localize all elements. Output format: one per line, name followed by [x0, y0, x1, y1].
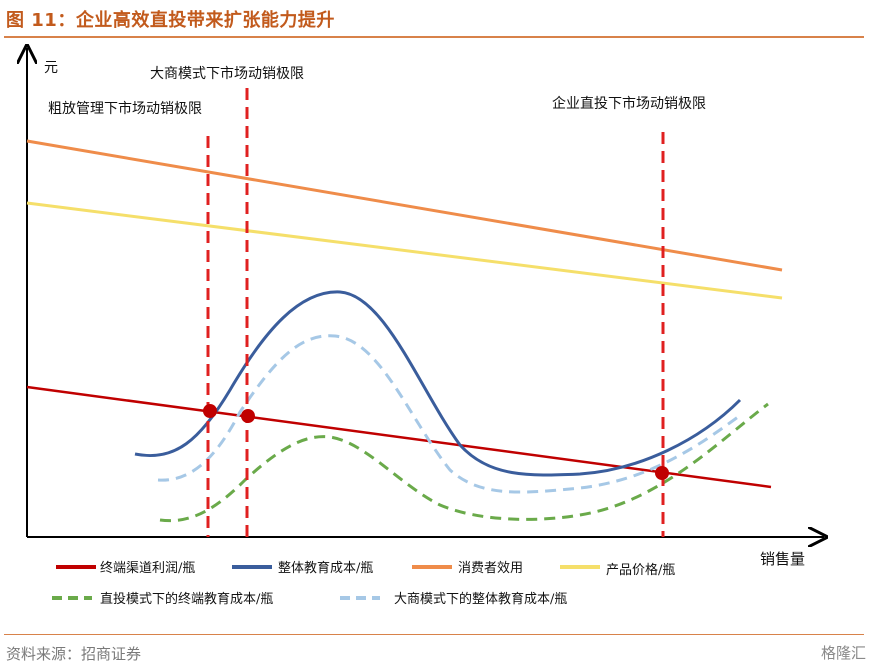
title-divider: [4, 36, 864, 38]
source-note: 资料来源：招商证券: [6, 645, 142, 663]
direct-education-cost-curve: [159, 402, 769, 523]
coarse-intersection-point: [203, 404, 217, 418]
product-price-line: [26, 201, 783, 300]
x-axis-label: 销售量: [760, 550, 805, 568]
consumer-utility-line: [26, 139, 783, 272]
terminal-profit-line: [26, 385, 772, 489]
y-axis-label: 元: [44, 60, 58, 76]
watermark: 格隆汇: [820, 644, 866, 662]
legend-label-overall-education-cost: 整体教育成本/瓶: [278, 560, 373, 576]
legend-label-terminal-profit: 终端渠道利润/瓶: [100, 560, 195, 576]
coarse-limit-annotation: 粗放管理下市场动销极限: [48, 100, 202, 117]
legend-label-direct-education-cost: 直投模式下的终端教育成本/瓶: [100, 591, 273, 607]
diagram-canvas: 元 销售量 大商模式下市场动销极限 粗放管理下市场动销极限 企业直投下市场动销极…: [0, 0, 884, 607]
dealer-education-cost-curve: [157, 334, 743, 494]
direct-limit-annotation: 企业直投下市场动销极限: [552, 95, 706, 112]
legend-label-product-price: 产品价格/瓶: [606, 562, 675, 578]
direct-intersection-point: [655, 466, 669, 480]
dealer-intersection-point: [241, 409, 255, 423]
legend-label-consumer-utility: 消费者效用: [458, 561, 523, 576]
overall-education-cost-curve: [134, 290, 742, 477]
dealer-limit-annotation: 大商模式下市场动销极限: [150, 65, 304, 82]
legend-label-dealer-education-cost: 大商模式下的整体教育成本/瓶: [394, 591, 567, 607]
figure-title: 图 11：企业高效直投带来扩张能力提升: [6, 10, 335, 31]
source-divider: [4, 634, 864, 635]
